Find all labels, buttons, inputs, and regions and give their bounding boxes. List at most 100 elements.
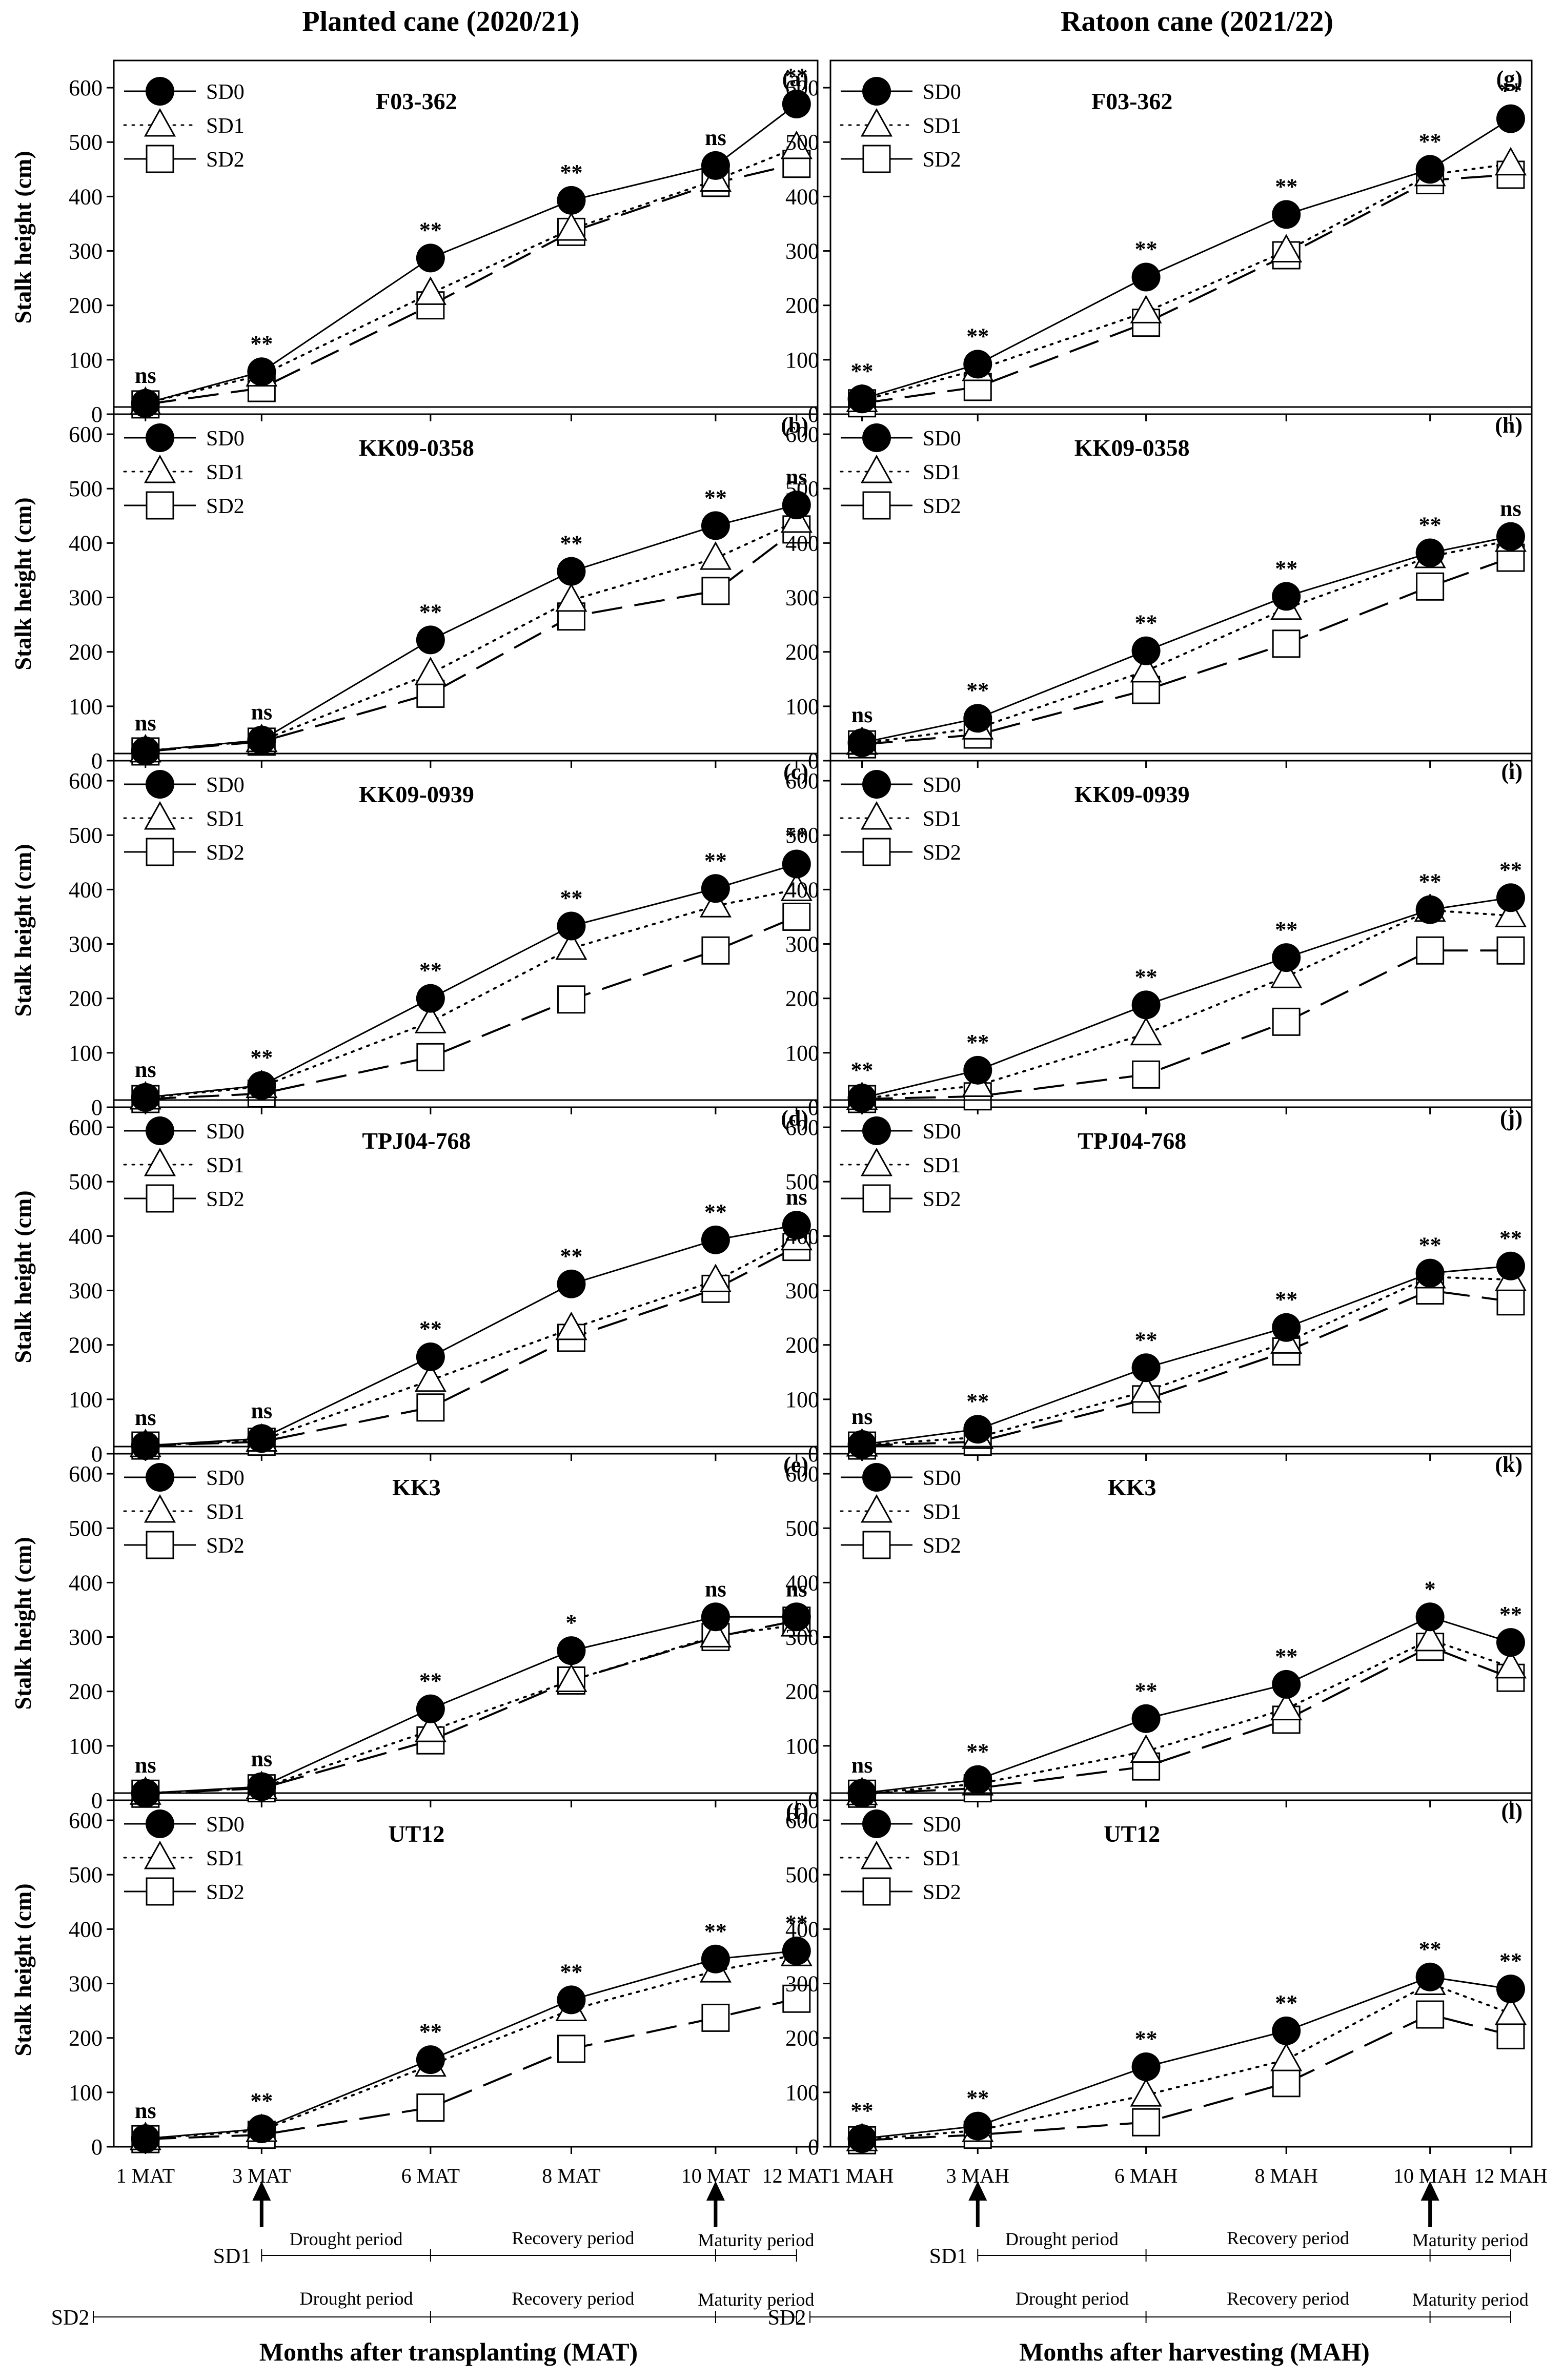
y-tick-label: 500 [785,1516,819,1541]
significance-label: ** [1499,1948,1522,1974]
legend-label-sd2: SD2 [206,1881,245,1904]
panel-d: 0 100 200 300 400 500 600 Stalk height (cm) TPJ0… [10,1099,819,1467]
y-tick-label: 0 [808,402,819,427]
y-tick-label: 600 [785,75,819,100]
series-line-sd1 [861,1638,1512,1795]
significance-label: ** [1135,964,1158,989]
legend-label-sd0: SD0 [206,427,245,451]
series-line-sd1 [144,520,798,752]
point-sd2 [1496,936,1525,965]
significance-label: ** [560,531,582,556]
legend-label-sd0: SD0 [206,1467,245,1490]
series-line-sd2 [862,1645,1511,1795]
col-right-title: Ratoon cane (2021/22) [1061,6,1333,37]
significance-label: ** [785,823,808,848]
sd2-recovery: Recovery period [1227,2288,1349,2309]
significance-label: ** [851,358,874,383]
point-sd0 [131,1431,160,1460]
sd2-maturity: Maturity period [698,2289,814,2310]
point-sd0 [131,736,160,765]
sd2-maturity: Maturity period [1412,2289,1529,2310]
y-tick-label: 600 [785,1808,819,1833]
point-sd0 [557,1636,586,1665]
point-sd0 [701,511,730,540]
series-line-sd1 [861,539,1512,745]
point-sd0 [782,1936,811,1965]
significance-label: ns [251,1746,273,1771]
significance-label: ** [785,1910,808,1936]
legend-marker-sd1 [144,1494,176,1523]
x-tick-label: 6 MAT [401,2164,460,2187]
significance-label: ** [419,958,442,983]
sd2-drought: Drought period [1016,2288,1129,2309]
y-tick-label: 600 [785,1115,819,1140]
significance-label: ** [419,1316,442,1341]
y-tick-label: 300 [69,932,103,957]
significance-label: ** [1275,917,1297,942]
y-tick-label: 400 [785,1224,819,1249]
y-tick-label: 200 [785,986,819,1011]
y-axis-label: Stalk height (cm) [10,1537,36,1710]
point-sd0 [557,557,586,586]
point-sd0 [416,1342,445,1372]
panel-a: 0 100 200 300 400 500 600 Stalk height (cm) F03-… [10,59,819,427]
significance-label: ns [135,1405,156,1430]
point-sd0 [1272,2016,1301,2045]
legend-label-sd2: SD2 [206,1188,245,1211]
panel-title: KK09-0358 [1074,435,1190,461]
significance-label: ns [135,363,156,388]
series-line-sd2 [862,2013,1511,2142]
y-axis-label: Stalk height (cm) [10,844,36,1016]
y-tick-label: 400 [69,531,103,556]
point-sd1 [1414,1622,1446,1652]
point-sd1 [555,931,587,960]
point-sd1 [1270,2043,1303,2071]
panel-k: 0100200300400500600KK3(k)SD0SD1SD2ns****… [785,1446,1533,1813]
point-sd0 [847,2124,877,2153]
panel-letter: (e) [783,1452,808,1477]
point-sd0 [847,1430,877,1459]
y-axis-label: Stalk height (cm) [10,151,36,323]
legend-marker-sd1 [860,454,893,483]
x-tick-label: 8 MAH [1255,2164,1318,2187]
significance-label: ** [966,1389,989,1414]
plot-frame [829,1446,1533,1801]
x-tick-label: 6 MAH [1114,2164,1178,2187]
legend-marker-sd0 [862,770,891,799]
significance-label: ns [135,1057,156,1082]
legend-label-sd1: SD1 [206,461,245,484]
series-line-sd1 [144,1624,798,1795]
point-sd0 [416,243,445,273]
y-tick-label: 400 [69,877,103,902]
significance-label: ** [704,1919,727,1944]
point-sd2 [1416,572,1445,601]
point-sd1 [1494,1650,1527,1679]
significance-label: ns [135,1753,156,1778]
point-sd0 [1131,1704,1161,1733]
y-tick-label: 300 [785,1971,819,1997]
legend-label-sd1: SD1 [206,114,245,138]
point-sd0 [416,625,445,655]
point-sd1 [1270,234,1303,263]
legend-marker-sd2 [862,1531,891,1559]
point-sd1 [1494,899,1527,927]
legend-label-sd2: SD2 [923,1881,961,1904]
series-line-sd0 [145,863,797,1099]
y-tick-label: 500 [785,823,819,848]
panel-g: 0 100 200 300 400 500 600 F03-362 (g) SD0 SD1 SD2 **… [785,59,1533,427]
significance-label: ** [785,64,808,89]
legend-marker-sd1 [144,1840,176,1869]
legend-label-sd2: SD2 [206,1534,245,1558]
point-sd2 [416,1393,445,1422]
legend-label-sd0: SD0 [206,80,245,104]
significance-label: ** [560,1959,582,1984]
y-tick-label: 400 [785,184,819,209]
y-tick-label: 0 [91,2134,103,2160]
series-line-sd2 [862,557,1511,746]
point-sd0 [782,1211,811,1240]
y-tick-label: 0 [808,1788,819,1813]
series-line-sd1 [861,1275,1512,1447]
y-tick-label: 400 [785,1917,819,1942]
y-tick-label: 300 [69,585,103,611]
point-sd0 [847,1083,877,1112]
